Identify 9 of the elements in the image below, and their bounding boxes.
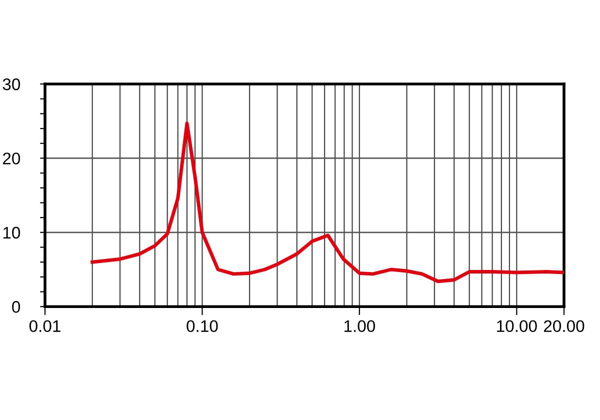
y-tick-label: 0 <box>12 301 20 313</box>
x-tick-label: 20.00 <box>544 320 584 332</box>
y-tick-label: 10 <box>3 226 20 239</box>
y-tick-label: 30 <box>2 78 20 90</box>
y-tick-label: 20 <box>2 152 20 164</box>
x-tick-label: 0.01 <box>29 320 60 332</box>
x-tick-label: 10.00 <box>497 320 537 332</box>
x-tick-label: 1.00 <box>344 320 376 332</box>
x-tick-label: 0.10 <box>186 320 218 332</box>
